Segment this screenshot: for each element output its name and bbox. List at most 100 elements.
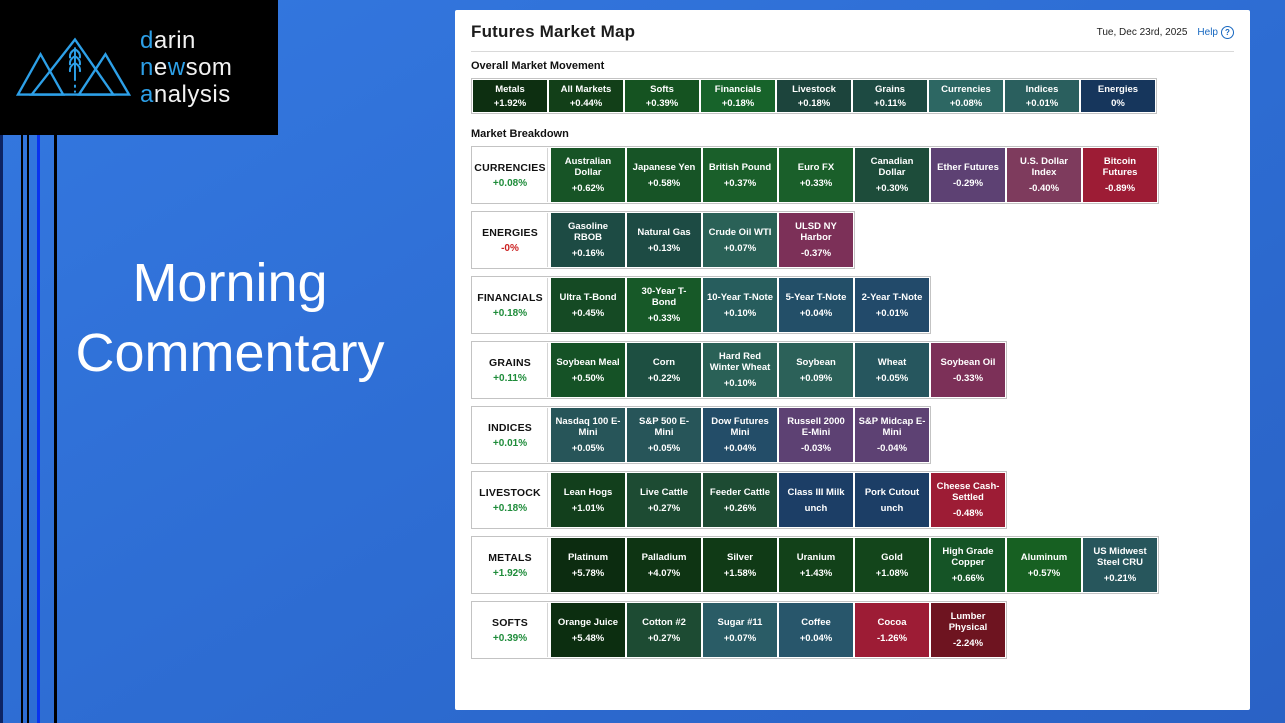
- tile-lumber-physical[interactable]: Lumber Physical -2.24%: [931, 603, 1005, 657]
- tile-value: -0.29%: [952, 177, 984, 189]
- tile-value: -0.40%: [1028, 183, 1060, 194]
- breakdown-rows: CURRENCIES +0.08% Australian Dollar +0.62% J…: [471, 146, 1234, 666]
- tile-sugar-11[interactable]: Sugar #11 +0.07%: [703, 603, 777, 657]
- tile-orange-juice[interactable]: Orange Juice +5.48%: [551, 603, 625, 657]
- category-name: FINANCIALS: [477, 291, 543, 304]
- tile-value: +0.39%: [645, 97, 679, 109]
- black-stripe-2: [27, 0, 29, 723]
- tile-2-year-t-note[interactable]: 2-Year T-Note +0.01%: [855, 278, 929, 332]
- tile-dow-futures-mini[interactable]: Dow Futures Mini +0.04%: [703, 408, 777, 462]
- tile-value: -0.37%: [800, 248, 832, 259]
- tile-cocoa[interactable]: Cocoa -1.26%: [855, 603, 929, 657]
- tile-value: +0.08%: [949, 97, 983, 109]
- logo-line: analysis: [140, 81, 231, 108]
- tile-value: +0.04%: [799, 632, 833, 644]
- tile-lean-hogs[interactable]: Lean Hogs +1.01%: [551, 473, 625, 527]
- overall-tile-indices[interactable]: Indices +0.01%: [1005, 80, 1079, 112]
- tile-value: +0.21%: [1103, 573, 1137, 584]
- overall-tile-livestock[interactable]: Livestock +0.18%: [777, 80, 851, 112]
- tile-aluminum[interactable]: Aluminum +0.57%: [1007, 538, 1081, 592]
- tile-value: +0.58%: [647, 177, 681, 189]
- tile-ultra-t-bond[interactable]: Ultra T-Bond +0.45%: [551, 278, 625, 332]
- tile-uranium[interactable]: Uranium +1.43%: [779, 538, 853, 592]
- tile-30-year-t-bond[interactable]: 30-Year T-Bond +0.33%: [627, 278, 701, 332]
- tile-value: +5.78%: [571, 567, 605, 579]
- tile-10-year-t-note[interactable]: 10-Year T-Note +0.10%: [703, 278, 777, 332]
- overall-tile-all-markets[interactable]: All Markets +0.44%: [549, 80, 623, 112]
- tile-value: +0.45%: [571, 307, 605, 319]
- tile-wheat[interactable]: Wheat +0.05%: [855, 343, 929, 397]
- tile-s-p-midcap-e-mini[interactable]: S&P Midcap E-Mini -0.04%: [855, 408, 929, 462]
- tile-pork-cutout[interactable]: Pork Cutout unch: [855, 473, 929, 527]
- tile-nasdaq-100-e-mini[interactable]: Nasdaq 100 E-Mini +0.05%: [551, 408, 625, 462]
- tile-soybean[interactable]: Soybean +0.09%: [779, 343, 853, 397]
- tile-gold[interactable]: Gold +1.08%: [855, 538, 929, 592]
- overall-tile-financials[interactable]: Financials +0.18%: [701, 80, 775, 112]
- overall-tile-energies[interactable]: Energies 0%: [1081, 80, 1155, 112]
- tile-palladium[interactable]: Palladium +4.07%: [627, 538, 701, 592]
- tile-value: +0.30%: [875, 183, 909, 194]
- tile-canadian-dollar[interactable]: Canadian Dollar +0.30%: [855, 148, 929, 202]
- tile-silver[interactable]: Silver +1.58%: [703, 538, 777, 592]
- tile-feeder-cattle[interactable]: Feeder Cattle +0.26%: [703, 473, 777, 527]
- overall-tile-metals[interactable]: Metals +1.92%: [473, 80, 547, 112]
- market-row-metals: METALS +1.92% Platinum +5.78% Palladium +4.07…: [471, 536, 1159, 594]
- tile-ulsd-ny-harbor[interactable]: ULSD NY Harbor -0.37%: [779, 213, 853, 267]
- tile-value: +0.09%: [799, 372, 833, 384]
- tile-label: Hard Red Winter Wheat: [709, 351, 771, 373]
- tile-natural-gas[interactable]: Natural Gas +0.13%: [627, 213, 701, 267]
- tile-label: Soybean: [796, 356, 836, 368]
- tile-bitcoin-futures[interactable]: Bitcoin Futures -0.89%: [1083, 148, 1157, 202]
- tile-ether-futures[interactable]: Ether Futures -0.29%: [931, 148, 1005, 202]
- tile-crude-oil-wti[interactable]: Crude Oil WTI +0.07%: [703, 213, 777, 267]
- tile-value: +0.04%: [723, 443, 757, 454]
- help-link[interactable]: Help ?: [1197, 25, 1234, 39]
- tile-platinum[interactable]: Platinum +5.78%: [551, 538, 625, 592]
- tile-corn[interactable]: Corn +0.22%: [627, 343, 701, 397]
- tile-coffee[interactable]: Coffee +0.04%: [779, 603, 853, 657]
- tile-label: 2-Year T-Note: [861, 291, 923, 303]
- tile-value: +0.33%: [799, 177, 833, 189]
- tile-value: -0.48%: [952, 508, 984, 519]
- tile-cotton-2[interactable]: Cotton #2 +0.27%: [627, 603, 701, 657]
- tile-value: -0.33%: [952, 372, 984, 384]
- tile-euro-fx[interactable]: Euro FX +0.33%: [779, 148, 853, 202]
- tile-5-year-t-note[interactable]: 5-Year T-Note +0.04%: [779, 278, 853, 332]
- tile-value: +0.66%: [951, 573, 985, 584]
- tile-high-grade-copper[interactable]: High Grade Copper +0.66%: [931, 538, 1005, 592]
- tile-label: S&P Midcap E-Mini: [858, 416, 926, 438]
- tile-u-s-dollar-index[interactable]: U.S. Dollar Index -0.40%: [1007, 148, 1081, 202]
- tile-cheese-cash-settled[interactable]: Cheese Cash-Settled -0.48%: [931, 473, 1005, 527]
- category-label-grains: GRAINS +0.11%: [473, 343, 548, 397]
- tile-value: +1.01%: [571, 502, 605, 514]
- tile-value: +0.13%: [647, 242, 681, 254]
- tile-label: ULSD NY Harbor: [795, 221, 837, 243]
- tile-gasoline-rbob[interactable]: Gasoline RBOB +0.16%: [551, 213, 625, 267]
- overall-tile-currencies[interactable]: Currencies +0.08%: [929, 80, 1003, 112]
- overall-heading: Overall Market Movement: [471, 60, 605, 72]
- help-icon: ?: [1221, 25, 1234, 39]
- tile-us-midwest-steel-cru[interactable]: US Midwest Steel CRU +0.21%: [1083, 538, 1157, 592]
- tile-value: -2.24%: [952, 638, 984, 649]
- tile-british-pound[interactable]: British Pound +0.37%: [703, 148, 777, 202]
- tile-class-iii-milk[interactable]: Class III Milk unch: [779, 473, 853, 527]
- tile-value: +0.22%: [647, 372, 681, 384]
- overall-tile-softs[interactable]: Softs +0.39%: [625, 80, 699, 112]
- tile-s-p-500-e-mini[interactable]: S&P 500 E-Mini +0.05%: [627, 408, 701, 462]
- tile-value: +0.16%: [571, 248, 605, 259]
- category-name: METALS: [488, 551, 532, 564]
- market-row-energies: ENERGIES -0% Gasoline RBOB +0.16% Natural Ga…: [471, 211, 855, 269]
- tile-hard-red-winter-wheat[interactable]: Hard Red Winter Wheat +0.10%: [703, 343, 777, 397]
- tile-live-cattle[interactable]: Live Cattle +0.27%: [627, 473, 701, 527]
- tile-russell-2000-e-mini[interactable]: Russell 2000 E-Mini -0.03%: [779, 408, 853, 462]
- tile-value: -0.03%: [800, 443, 832, 454]
- tile-label: Canadian Dollar: [870, 156, 914, 178]
- tile-label: High Grade Copper: [942, 546, 994, 568]
- tile-label: Pork Cutout: [864, 486, 920, 498]
- tile-australian-dollar[interactable]: Australian Dollar +0.62%: [551, 148, 625, 202]
- tile-japanese-yen[interactable]: Japanese Yen +0.58%: [627, 148, 701, 202]
- tile-soybean-meal[interactable]: Soybean Meal +0.50%: [551, 343, 625, 397]
- overall-tile-grains[interactable]: Grains +0.11%: [853, 80, 927, 112]
- tile-soybean-oil[interactable]: Soybean Oil -0.33%: [931, 343, 1005, 397]
- category-label-metals: METALS +1.92%: [473, 538, 548, 592]
